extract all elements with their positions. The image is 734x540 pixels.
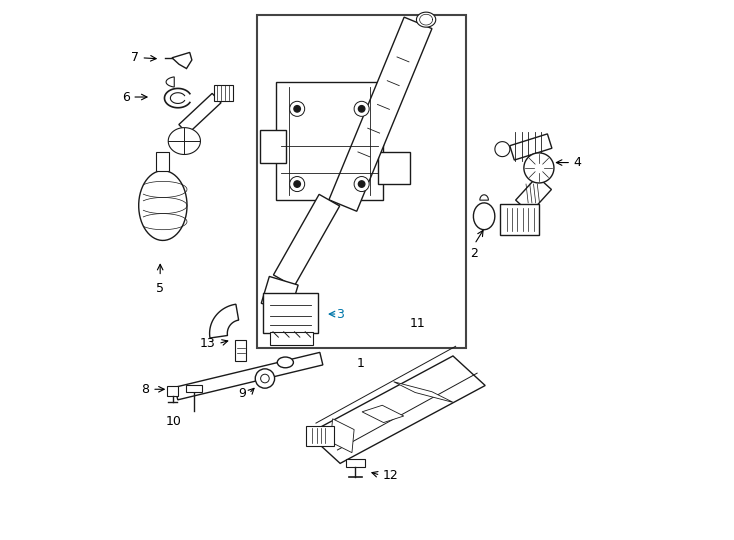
Polygon shape	[139, 171, 187, 240]
Polygon shape	[510, 134, 552, 160]
Polygon shape	[362, 406, 404, 423]
FancyBboxPatch shape	[276, 82, 383, 200]
Polygon shape	[308, 356, 485, 463]
Circle shape	[354, 177, 369, 192]
Polygon shape	[167, 386, 178, 396]
Polygon shape	[416, 12, 436, 27]
Polygon shape	[156, 152, 170, 171]
Circle shape	[294, 106, 300, 112]
Circle shape	[290, 102, 305, 116]
Polygon shape	[168, 127, 200, 154]
FancyBboxPatch shape	[264, 293, 318, 333]
Polygon shape	[495, 141, 510, 157]
FancyBboxPatch shape	[306, 426, 334, 446]
Polygon shape	[166, 77, 174, 87]
Polygon shape	[260, 130, 286, 163]
Polygon shape	[473, 203, 495, 230]
Text: 4: 4	[574, 156, 582, 169]
Text: 1: 1	[357, 357, 365, 370]
Polygon shape	[330, 419, 354, 453]
Polygon shape	[270, 332, 313, 345]
Polygon shape	[524, 153, 554, 183]
Ellipse shape	[277, 357, 294, 368]
Text: 8: 8	[142, 383, 150, 396]
Polygon shape	[172, 52, 192, 69]
Text: 9: 9	[239, 387, 246, 400]
Circle shape	[290, 177, 305, 192]
Polygon shape	[175, 353, 323, 400]
Polygon shape	[236, 340, 246, 361]
Polygon shape	[516, 177, 551, 213]
Circle shape	[294, 181, 300, 187]
Circle shape	[358, 181, 365, 187]
Text: 6: 6	[122, 91, 129, 104]
Circle shape	[261, 374, 269, 383]
Text: 7: 7	[131, 51, 139, 64]
Polygon shape	[393, 382, 454, 402]
Polygon shape	[274, 194, 340, 287]
Text: 2: 2	[470, 247, 479, 260]
Polygon shape	[210, 304, 239, 338]
Text: 3: 3	[336, 308, 344, 321]
FancyBboxPatch shape	[500, 204, 539, 235]
Text: 5: 5	[156, 282, 164, 295]
Circle shape	[354, 102, 369, 116]
Polygon shape	[329, 17, 432, 211]
Polygon shape	[186, 385, 202, 392]
Polygon shape	[378, 152, 410, 184]
Polygon shape	[214, 85, 233, 101]
Circle shape	[255, 369, 275, 388]
Circle shape	[358, 106, 365, 112]
Polygon shape	[346, 459, 365, 467]
Bar	[257, 15, 466, 348]
Text: 13: 13	[200, 337, 216, 350]
Polygon shape	[179, 93, 221, 134]
Text: 10: 10	[166, 415, 181, 428]
Text: 14: 14	[272, 328, 288, 341]
Text: 11: 11	[410, 317, 426, 330]
Text: 12: 12	[383, 469, 399, 482]
Polygon shape	[261, 276, 298, 312]
Polygon shape	[480, 195, 488, 200]
